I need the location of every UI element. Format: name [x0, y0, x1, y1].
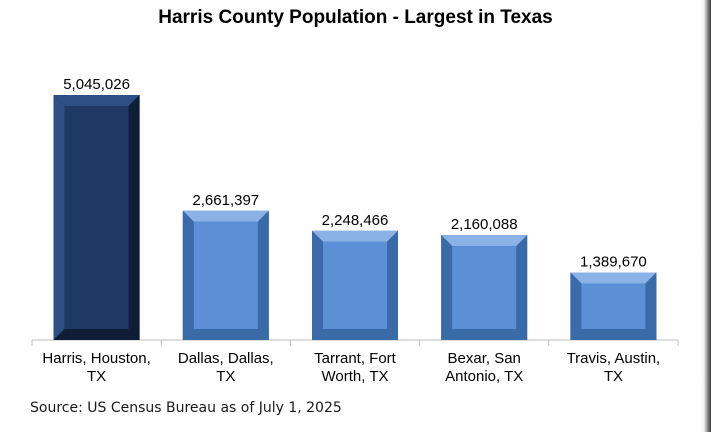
bar-2: [312, 230, 398, 340]
bar-top-bevel: [441, 235, 528, 247]
bar-0: [53, 95, 140, 340]
x-tick-label: Dallas, Dallas,: [178, 350, 274, 367]
bar-right-bevel: [257, 210, 269, 340]
x-tick-label: Harris, Houston,: [42, 350, 150, 367]
bar-left-bevel: [441, 235, 453, 340]
bar-3: [441, 235, 528, 340]
x-tick-label: TX: [216, 368, 235, 385]
data-label: 2,160,088: [451, 216, 518, 233]
bar-right-bevel: [128, 95, 140, 340]
bar-4: [570, 272, 657, 340]
bar-bottom-bevel: [312, 329, 398, 340]
data-label: 1,389,670: [580, 254, 647, 271]
bar-right-bevel: [645, 272, 657, 340]
bar-top-bevel: [570, 272, 657, 284]
bar-right-bevel: [516, 235, 528, 340]
bar-face: [64, 106, 129, 329]
bar-bottom-bevel: [182, 329, 269, 340]
bar-top-bevel: [182, 210, 269, 222]
bar-left-bevel: [53, 95, 65, 340]
bar-1: [182, 210, 269, 340]
x-tick-label: Antonio, TX: [445, 368, 523, 385]
bar-bottom-bevel: [441, 329, 528, 340]
x-tick-label: Travis, Austin,: [567, 350, 661, 367]
data-label: 2,661,397: [192, 192, 259, 209]
data-label: 5,045,026: [63, 76, 130, 93]
bar-face: [452, 246, 517, 329]
x-tick-label: Worth, TX: [322, 368, 389, 385]
bar-left-bevel: [182, 210, 194, 340]
bar-left-bevel: [570, 272, 582, 340]
bar-top-bevel: [53, 95, 140, 106]
bar-bottom-bevel: [53, 329, 140, 340]
bar-bottom-bevel: [570, 329, 657, 340]
data-label: 2,248,466: [322, 212, 389, 229]
page-edge-shadow: [700, 0, 711, 432]
chart-title: Harris County Population - Largest in Te…: [158, 7, 553, 28]
bar-left-bevel: [312, 230, 323, 340]
bar-top-bevel: [312, 230, 398, 242]
bar-face: [193, 221, 258, 329]
bar-face: [323, 241, 387, 329]
x-tick-label: TX: [87, 368, 106, 385]
bar-face: [581, 283, 646, 329]
x-tick-label: TX: [604, 368, 623, 385]
source-note: Source: US Census Bureau as of July 1, 2…: [30, 400, 342, 416]
bar-right-bevel: [387, 230, 398, 340]
x-tick-label: Bexar, San: [448, 350, 521, 367]
x-tick-label: Tarrant, Fort: [314, 350, 397, 367]
